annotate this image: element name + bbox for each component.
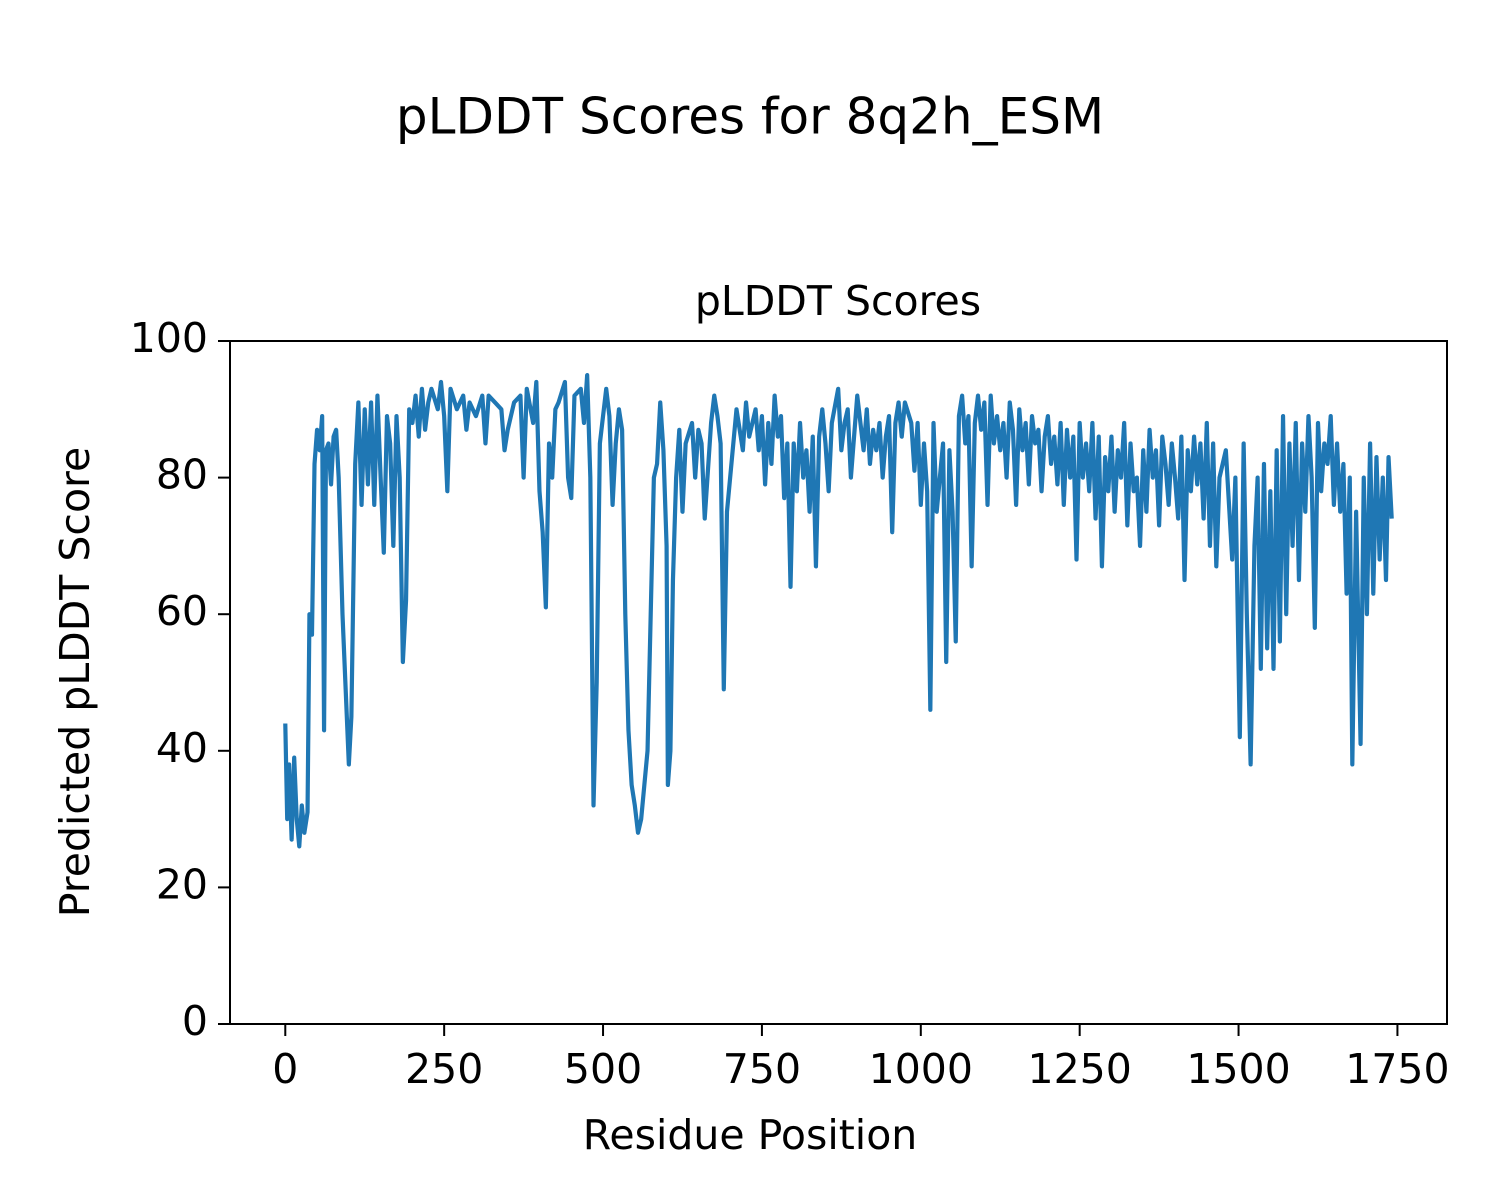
y-tick-label: 60 [156,587,208,635]
y-tick-label: 20 [156,860,208,908]
x-tick-label: 250 [405,1045,483,1093]
y-tick-label: 100 [130,314,208,362]
y-tick-label: 80 [156,451,208,499]
chart-title: pLDDT Scores for 8q2h_ESM [396,88,1104,146]
x-tick-label: 500 [564,1045,642,1093]
x-tick-label: 1250 [1028,1045,1132,1093]
x-tick-label: 1500 [1186,1045,1290,1093]
x-tick-label: 1000 [869,1045,973,1093]
data-line [283,373,1394,849]
x-axis-label: Residue Position [583,1111,918,1159]
y-tick-label: 40 [156,724,208,772]
plot-frame [229,340,1448,1025]
x-tick-label: 1750 [1345,1045,1449,1093]
x-tick-label: 750 [723,1045,801,1093]
axes-title: pLDDT Scores [695,277,981,325]
y-tick-label: 0 [182,997,208,1045]
y-axis-label: Predicted pLDDT Score [51,447,99,917]
x-tick-label: 0 [272,1045,298,1093]
